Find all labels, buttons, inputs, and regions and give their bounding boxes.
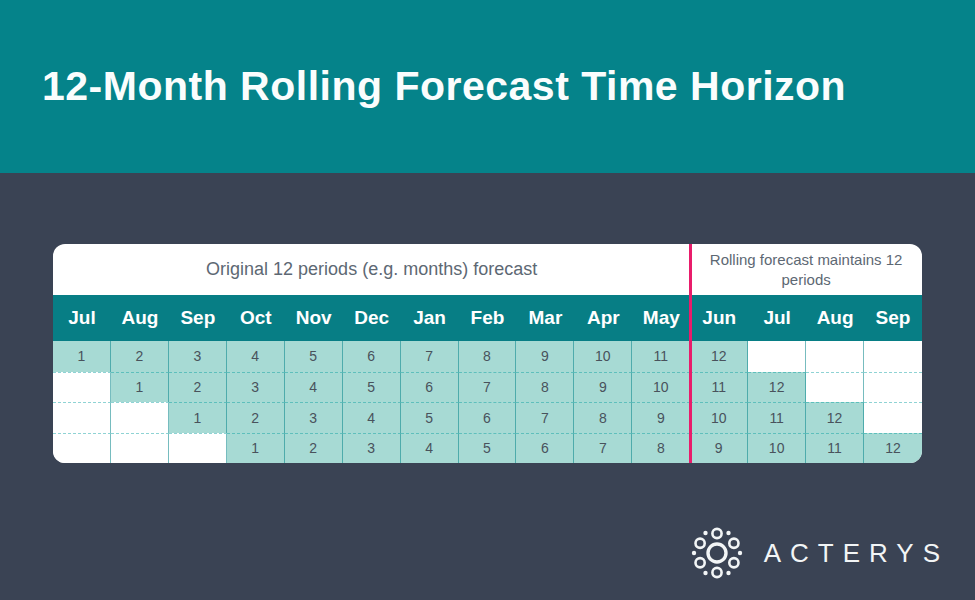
forecast-period-cell: 10 [748, 433, 806, 464]
month-header-cell: Nov [285, 295, 343, 341]
forecast-period-cell: 3 [227, 372, 285, 403]
forecast-period-cell: 11 [632, 341, 690, 372]
forecast-period-cell: 5 [401, 402, 459, 433]
forecast-period-cell: 8 [459, 341, 517, 372]
forecast-period-cell [53, 433, 111, 464]
forecast-data-grid: 1234567891011121234567891011121234567891… [53, 341, 922, 463]
forecast-period-cell: 8 [574, 402, 632, 433]
molecule-network-icon [686, 520, 748, 586]
forecast-table: Original 12 periods (e.g. months) foreca… [53, 244, 922, 463]
group-header-original: Original 12 periods (e.g. months) foreca… [53, 244, 690, 295]
forecast-period-cell: 3 [169, 341, 227, 372]
forecast-period-cell: 12 [806, 402, 864, 433]
forecast-period-cell [169, 433, 227, 464]
forecast-period-cell: 1 [111, 372, 169, 403]
forecast-period-cell [53, 402, 111, 433]
month-header-cell: Aug [111, 295, 169, 341]
forecast-period-cell: 9 [516, 341, 574, 372]
forecast-period-cell: 6 [459, 402, 517, 433]
forecast-period-cell [111, 402, 169, 433]
month-header-cell: Aug [806, 295, 864, 341]
forecast-period-cell: 11 [690, 372, 748, 403]
forecast-period-cell [806, 372, 864, 403]
forecast-period-cell: 8 [516, 372, 574, 403]
forecast-period-cell: 2 [111, 341, 169, 372]
forecast-period-cell: 5 [285, 341, 343, 372]
forecast-period-cell: 8 [632, 433, 690, 464]
forecast-period-cell: 1 [53, 341, 111, 372]
forecast-period-cell [864, 372, 922, 403]
forecast-period-cell: 10 [690, 402, 748, 433]
page-title: 12-Month Rolling Forecast Time Horizon [0, 63, 846, 110]
forecast-period-cell: 9 [632, 402, 690, 433]
forecast-period-cell: 9 [574, 372, 632, 403]
forecast-period-cell: 4 [227, 341, 285, 372]
forecast-period-cell: 1 [169, 402, 227, 433]
forecast-period-cell: 7 [401, 341, 459, 372]
forecast-period-cell: 12 [690, 341, 748, 372]
forecast-period-cell: 2 [285, 433, 343, 464]
forecast-period-cell [111, 433, 169, 464]
forecast-period-cell: 5 [459, 433, 517, 464]
acterys-logo: ACTERYS [686, 520, 949, 586]
forecast-period-cell [748, 341, 806, 372]
forecast-period-cell: 10 [632, 372, 690, 403]
month-header-cell: Sep [169, 295, 227, 341]
forecast-period-cell: 4 [285, 372, 343, 403]
forecast-period-cell [864, 402, 922, 433]
group-header-rolling: Rolling forecast maintains 12 periods [690, 244, 922, 295]
forecast-period-cell: 6 [343, 341, 401, 372]
rolling-divider-line [689, 244, 692, 463]
month-header-cell: Feb [459, 295, 517, 341]
forecast-period-cell: 7 [516, 402, 574, 433]
forecast-period-cell [864, 341, 922, 372]
month-header-cell: May [632, 295, 690, 341]
forecast-period-cell: 7 [574, 433, 632, 464]
month-header-cell: Sep [864, 295, 922, 341]
forecast-period-cell: 6 [516, 433, 574, 464]
month-header-cell: Jul [53, 295, 111, 341]
forecast-period-cell: 5 [343, 372, 401, 403]
month-header-row: JulAugSepOctNovDecJanFebMarAprMayJunJulA… [53, 295, 922, 341]
forecast-period-cell: 12 [864, 433, 922, 464]
forecast-period-cell: 7 [459, 372, 517, 403]
forecast-period-cell: 9 [690, 433, 748, 464]
month-header-cell: Mar [516, 295, 574, 341]
forecast-period-cell: 11 [806, 433, 864, 464]
month-header-cell: Jun [690, 295, 748, 341]
forecast-period-cell: 2 [227, 402, 285, 433]
forecast-period-cell: 6 [401, 372, 459, 403]
forecast-period-cell: 11 [748, 402, 806, 433]
forecast-period-cell: 12 [748, 372, 806, 403]
forecast-period-cell: 4 [401, 433, 459, 464]
month-header-cell: Jan [401, 295, 459, 341]
forecast-period-cell: 3 [285, 402, 343, 433]
forecast-period-cell: 10 [574, 341, 632, 372]
forecast-period-cell [53, 372, 111, 403]
header-band: 12-Month Rolling Forecast Time Horizon [0, 0, 975, 173]
forecast-period-cell: 4 [343, 402, 401, 433]
forecast-period-cell: 3 [343, 433, 401, 464]
month-header-cell: Oct [227, 295, 285, 341]
month-header-cell: Jul [748, 295, 806, 341]
forecast-period-cell: 2 [169, 372, 227, 403]
forecast-period-cell: 1 [227, 433, 285, 464]
month-header-cell: Apr [574, 295, 632, 341]
forecast-period-cell [806, 341, 864, 372]
logo-wordmark: ACTERYS [764, 538, 949, 569]
month-header-cell: Dec [343, 295, 401, 341]
group-header-row: Original 12 periods (e.g. months) foreca… [53, 244, 922, 295]
